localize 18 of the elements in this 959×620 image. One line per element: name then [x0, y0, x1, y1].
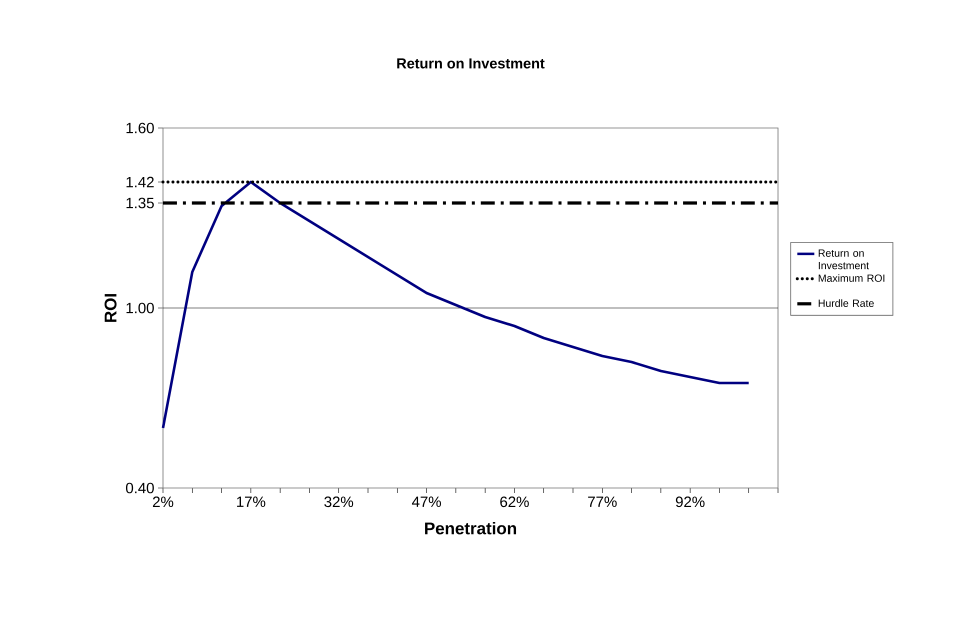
x-tick-label: 17%	[237, 496, 266, 507]
x-tick-label: 92%	[676, 496, 705, 508]
y-tick-label: 1.42	[126, 176, 154, 188]
x-tick-label: 47%	[412, 496, 441, 507]
y-tick-label: 0.40	[126, 482, 154, 494]
x-tick-label: 2%	[152, 496, 174, 508]
x-axis-title: Penetration	[425, 522, 516, 534]
y-tick-label: 1.00	[126, 302, 154, 314]
x-tick-label: 62%	[500, 496, 529, 508]
legend-label: Maximum ROI	[818, 274, 884, 282]
legend-label: Return on Investment	[818, 250, 869, 270]
chart-title: Return on Investment	[397, 58, 545, 69]
legend-label: Hurdle Rate	[818, 299, 874, 307]
x-tick-label: 77%	[588, 496, 617, 507]
x-tick-label: 32%	[324, 496, 354, 508]
y-tick-label: 1.60	[126, 122, 154, 134]
y-tick-label: 1.35	[126, 198, 154, 208]
y-axis-title: ROI	[104, 294, 117, 322]
